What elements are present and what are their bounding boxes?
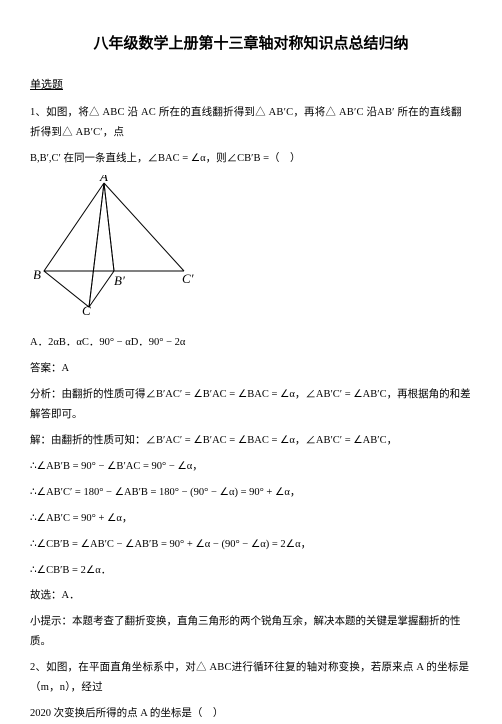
step-5: ∴∠CB′B = 2∠α． <box>30 561 472 581</box>
step-1: ∴∠AB′B = 90° − ∠B′AC = 90° − ∠α， <box>30 457 472 477</box>
tip: 小提示：本题考查了翻折变换，直角三角形的两个锐角互余，解决本题的关键是掌握翻折的… <box>30 612 472 652</box>
q2-line1: 2、如图，在平面直角坐标系中，对△ ABC进行循环往复的轴对称变换，若原来点 A… <box>30 658 472 698</box>
q1-line2: B,B′,C′ 在同一条直线上，∠BAC = ∠α，则∠CB′B =（ ） <box>30 149 472 169</box>
label-Cp: C′ <box>182 271 194 286</box>
conclusion: 故选：A． <box>30 586 472 606</box>
q2-line2: 2020 次变换后所得的点 A 的坐标是（ ） <box>30 704 472 724</box>
step-3: ∴∠AB′C = 90° + ∠α， <box>30 509 472 529</box>
page-title: 八年级数学上册第十三章轴对称知识点总结归纳 <box>30 30 472 59</box>
label-A: A <box>99 175 108 184</box>
analysis: 分析：由翻折的性质可得∠B′AC′ = ∠B′AC = ∠BAC = ∠α，∠A… <box>30 385 472 425</box>
choices: A．2αB．αC．90° − αD．90° − 2α <box>30 333 472 353</box>
label-B: B <box>34 267 41 282</box>
section-heading: 单选题 <box>30 75 472 96</box>
step-4: ∴∠CB′B = ∠AB′C − ∠AB′B = 90° + ∠α − (90°… <box>30 535 472 555</box>
step-2: ∴∠AB′C′ = 180° − ∠AB′B = 180° − (90° − ∠… <box>30 483 472 503</box>
q1-line1: 1、如图，将△ ABC 沿 AC 所在的直线翻折得到△ AB′C，再将△ AB′… <box>30 103 472 143</box>
geometry-diagram: A B B′ C C′ <box>34 175 472 323</box>
answer: 答案：A <box>30 359 472 379</box>
label-Bp: B′ <box>114 273 125 288</box>
label-C: C <box>82 303 91 315</box>
solution-intro: 解：由翻折的性质可知：∠B′AC′ = ∠B′AC = ∠BAC = ∠α，∠A… <box>30 431 472 451</box>
